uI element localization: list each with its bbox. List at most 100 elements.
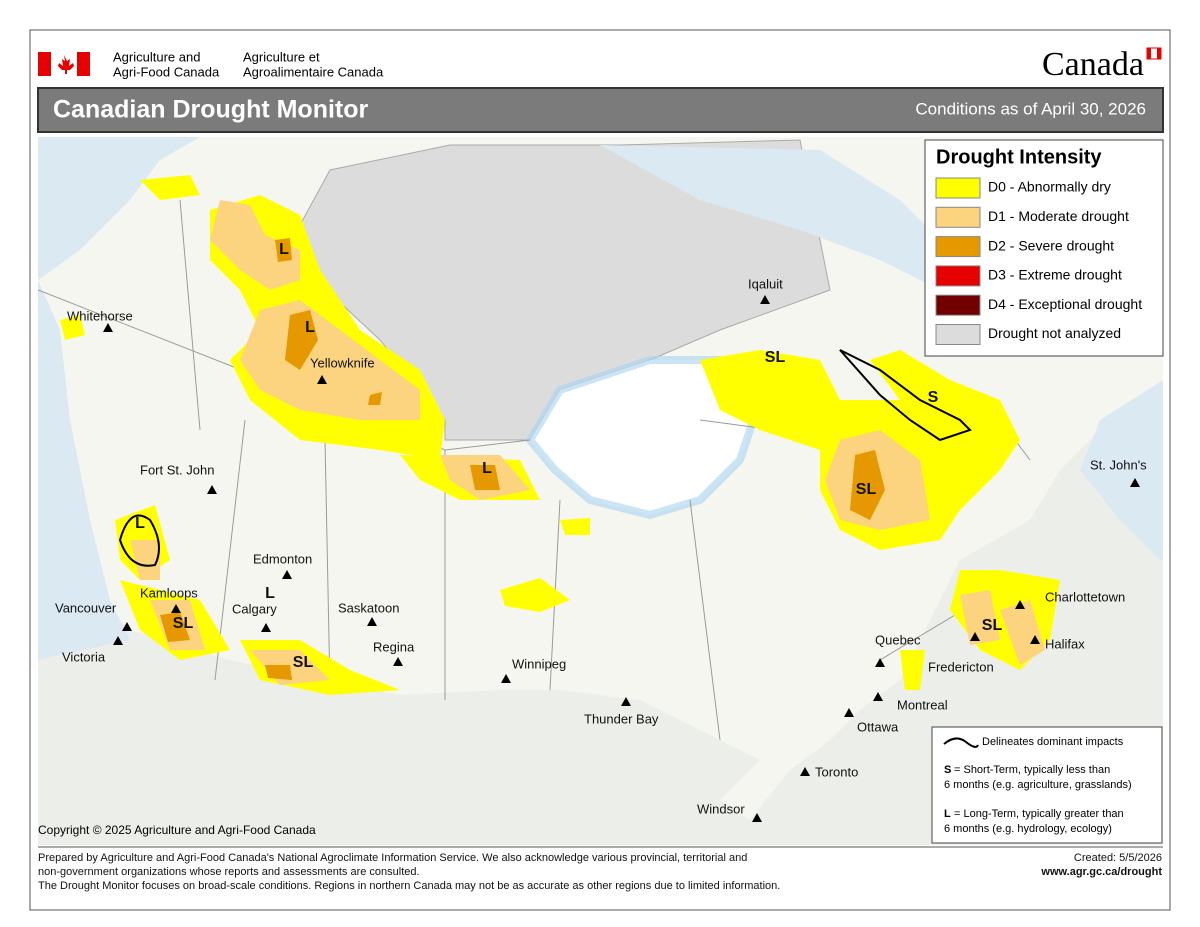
drought-area [130, 200, 1045, 685]
notes-text: = Long-Term, typically greater than [954, 808, 1124, 820]
city-marker [760, 295, 770, 304]
copyright: Copyright © 2025 Agriculture and Agri-Fo… [38, 823, 316, 837]
dept-fr: Agroalimentaire Canada [243, 64, 384, 79]
city-marker [970, 632, 980, 641]
notes-text: 6 months (e.g. hydrology, ecology) [944, 823, 1112, 835]
city-label: St. John's [1090, 457, 1147, 472]
wordmark-flag-bar [1147, 48, 1151, 59]
impact-label: SL [173, 615, 194, 632]
legend-label: D2 - Severe drought [988, 237, 1114, 253]
legend-swatch [935, 294, 981, 316]
city-marker [317, 375, 327, 384]
city-marker [1130, 478, 1140, 487]
city-label: Ottawa [857, 719, 899, 734]
dept-fr: Agriculture et [243, 49, 320, 64]
impact-label: L [265, 585, 275, 602]
impact-outline [118, 349, 972, 567]
legend-label: D3 - Extreme drought [988, 267, 1122, 283]
drought-areas [60, 175, 1060, 695]
city-label: Windsor [697, 801, 745, 816]
wordmark: Canada [1042, 46, 1144, 83]
impact-line-key [943, 737, 979, 748]
impact-label: L [482, 460, 492, 477]
legend-swatch [935, 324, 981, 345]
city-marker [367, 617, 377, 626]
city-marker [103, 323, 113, 332]
city-marker [800, 767, 810, 776]
city-marker [261, 623, 271, 632]
impact-label: SL [293, 654, 314, 671]
city-label: Edmonton [253, 551, 312, 566]
ocean [38, 137, 200, 280]
impact-label: SL [765, 349, 786, 366]
legend-label: D1 - Moderate drought [988, 208, 1129, 224]
city-label: Quebec [875, 632, 921, 647]
city-label: Thunder Bay [584, 711, 659, 726]
impact-label: L [279, 241, 289, 258]
maple-leaf [58, 55, 74, 74]
wordmark-flag-bar [1157, 48, 1161, 59]
legend-label: Drought not analyzed [988, 325, 1121, 341]
created: Created: 5/5/2026 [1074, 852, 1162, 864]
impact-label: S [928, 389, 939, 406]
impact-label: L [135, 515, 145, 532]
city-marker [873, 692, 883, 701]
impact-label: L [305, 319, 315, 336]
city-label: Calgary [232, 601, 277, 616]
city-marker [752, 813, 762, 822]
city-marker [1015, 600, 1025, 609]
flag-bar [38, 52, 51, 76]
notes-text: Delineates dominant impacts [982, 736, 1124, 748]
impact-label: SL [856, 481, 877, 498]
city-marker [171, 604, 181, 613]
dept-en: Agriculture and [113, 49, 200, 64]
date: Conditions as of April 30, 2026 [915, 99, 1146, 118]
city-marker [501, 674, 511, 683]
title-bar [37, 87, 1164, 133]
footer: Prepared by Agriculture and Agri-Food Ca… [38, 852, 1162, 892]
header: Agriculture and Agri-Food Canada Agricul… [37, 46, 1164, 133]
legend-swatch [935, 265, 981, 287]
city-marker [207, 485, 217, 494]
city-label: Toronto [815, 764, 858, 779]
city-label: Whitehorse [67, 308, 133, 323]
dept-en: Agri-Food Canada [113, 64, 220, 79]
city-marker [1030, 635, 1040, 644]
city-marker [113, 636, 123, 645]
legend-title: Drought Intensity [936, 146, 1102, 168]
city-label: Yellowknife [310, 355, 375, 370]
city-marker [875, 658, 885, 667]
notes-key: L [944, 808, 951, 820]
hudson-bay [525, 356, 765, 520]
city-marker [122, 622, 132, 631]
impact-label: SL [982, 617, 1003, 634]
city-label: Regina [373, 639, 415, 654]
city-label: Victoria [62, 649, 106, 664]
impact-notes: Delineates dominant impacts S = Short-Te… [931, 726, 1163, 844]
city-marker [393, 657, 403, 666]
city-label: Fort St. John [140, 462, 214, 477]
legend-swatch [935, 236, 981, 258]
city-label: Halifax [1045, 636, 1085, 651]
legend: Drought Intensity D0 - Abnormally dry D1 … [924, 139, 1164, 357]
city-marker [621, 697, 631, 706]
city-label: Iqaluit [748, 276, 783, 291]
title: Canadian Drought Monitor [53, 96, 369, 124]
city-marker [844, 708, 854, 717]
cities: Whitehorse Yellowknife Iqaluit Fort St. Joh… [55, 276, 1147, 822]
arctic-water [600, 145, 1000, 350]
city-label: Charlottetown [1045, 589, 1125, 604]
notes-key: S [944, 764, 951, 776]
city-label: Montreal [897, 697, 948, 712]
city-label: Fredericton [928, 659, 994, 674]
legend-swatch [935, 206, 981, 228]
notes-text: = Short-Term, typically less than [954, 764, 1110, 776]
url: www.agr.gc.ca/drought [1040, 866, 1162, 878]
notes-text: 6 months (e.g. agriculture, grasslands) [944, 779, 1132, 791]
city-label: Kamloops [140, 585, 198, 600]
legend-label: D4 - Exceptional drought [988, 296, 1142, 312]
city-label: Winnipeg [512, 656, 566, 671]
atlantic [1080, 380, 1163, 560]
legend-label: D0 - Abnormally dry [988, 179, 1111, 195]
city-marker [282, 570, 292, 579]
